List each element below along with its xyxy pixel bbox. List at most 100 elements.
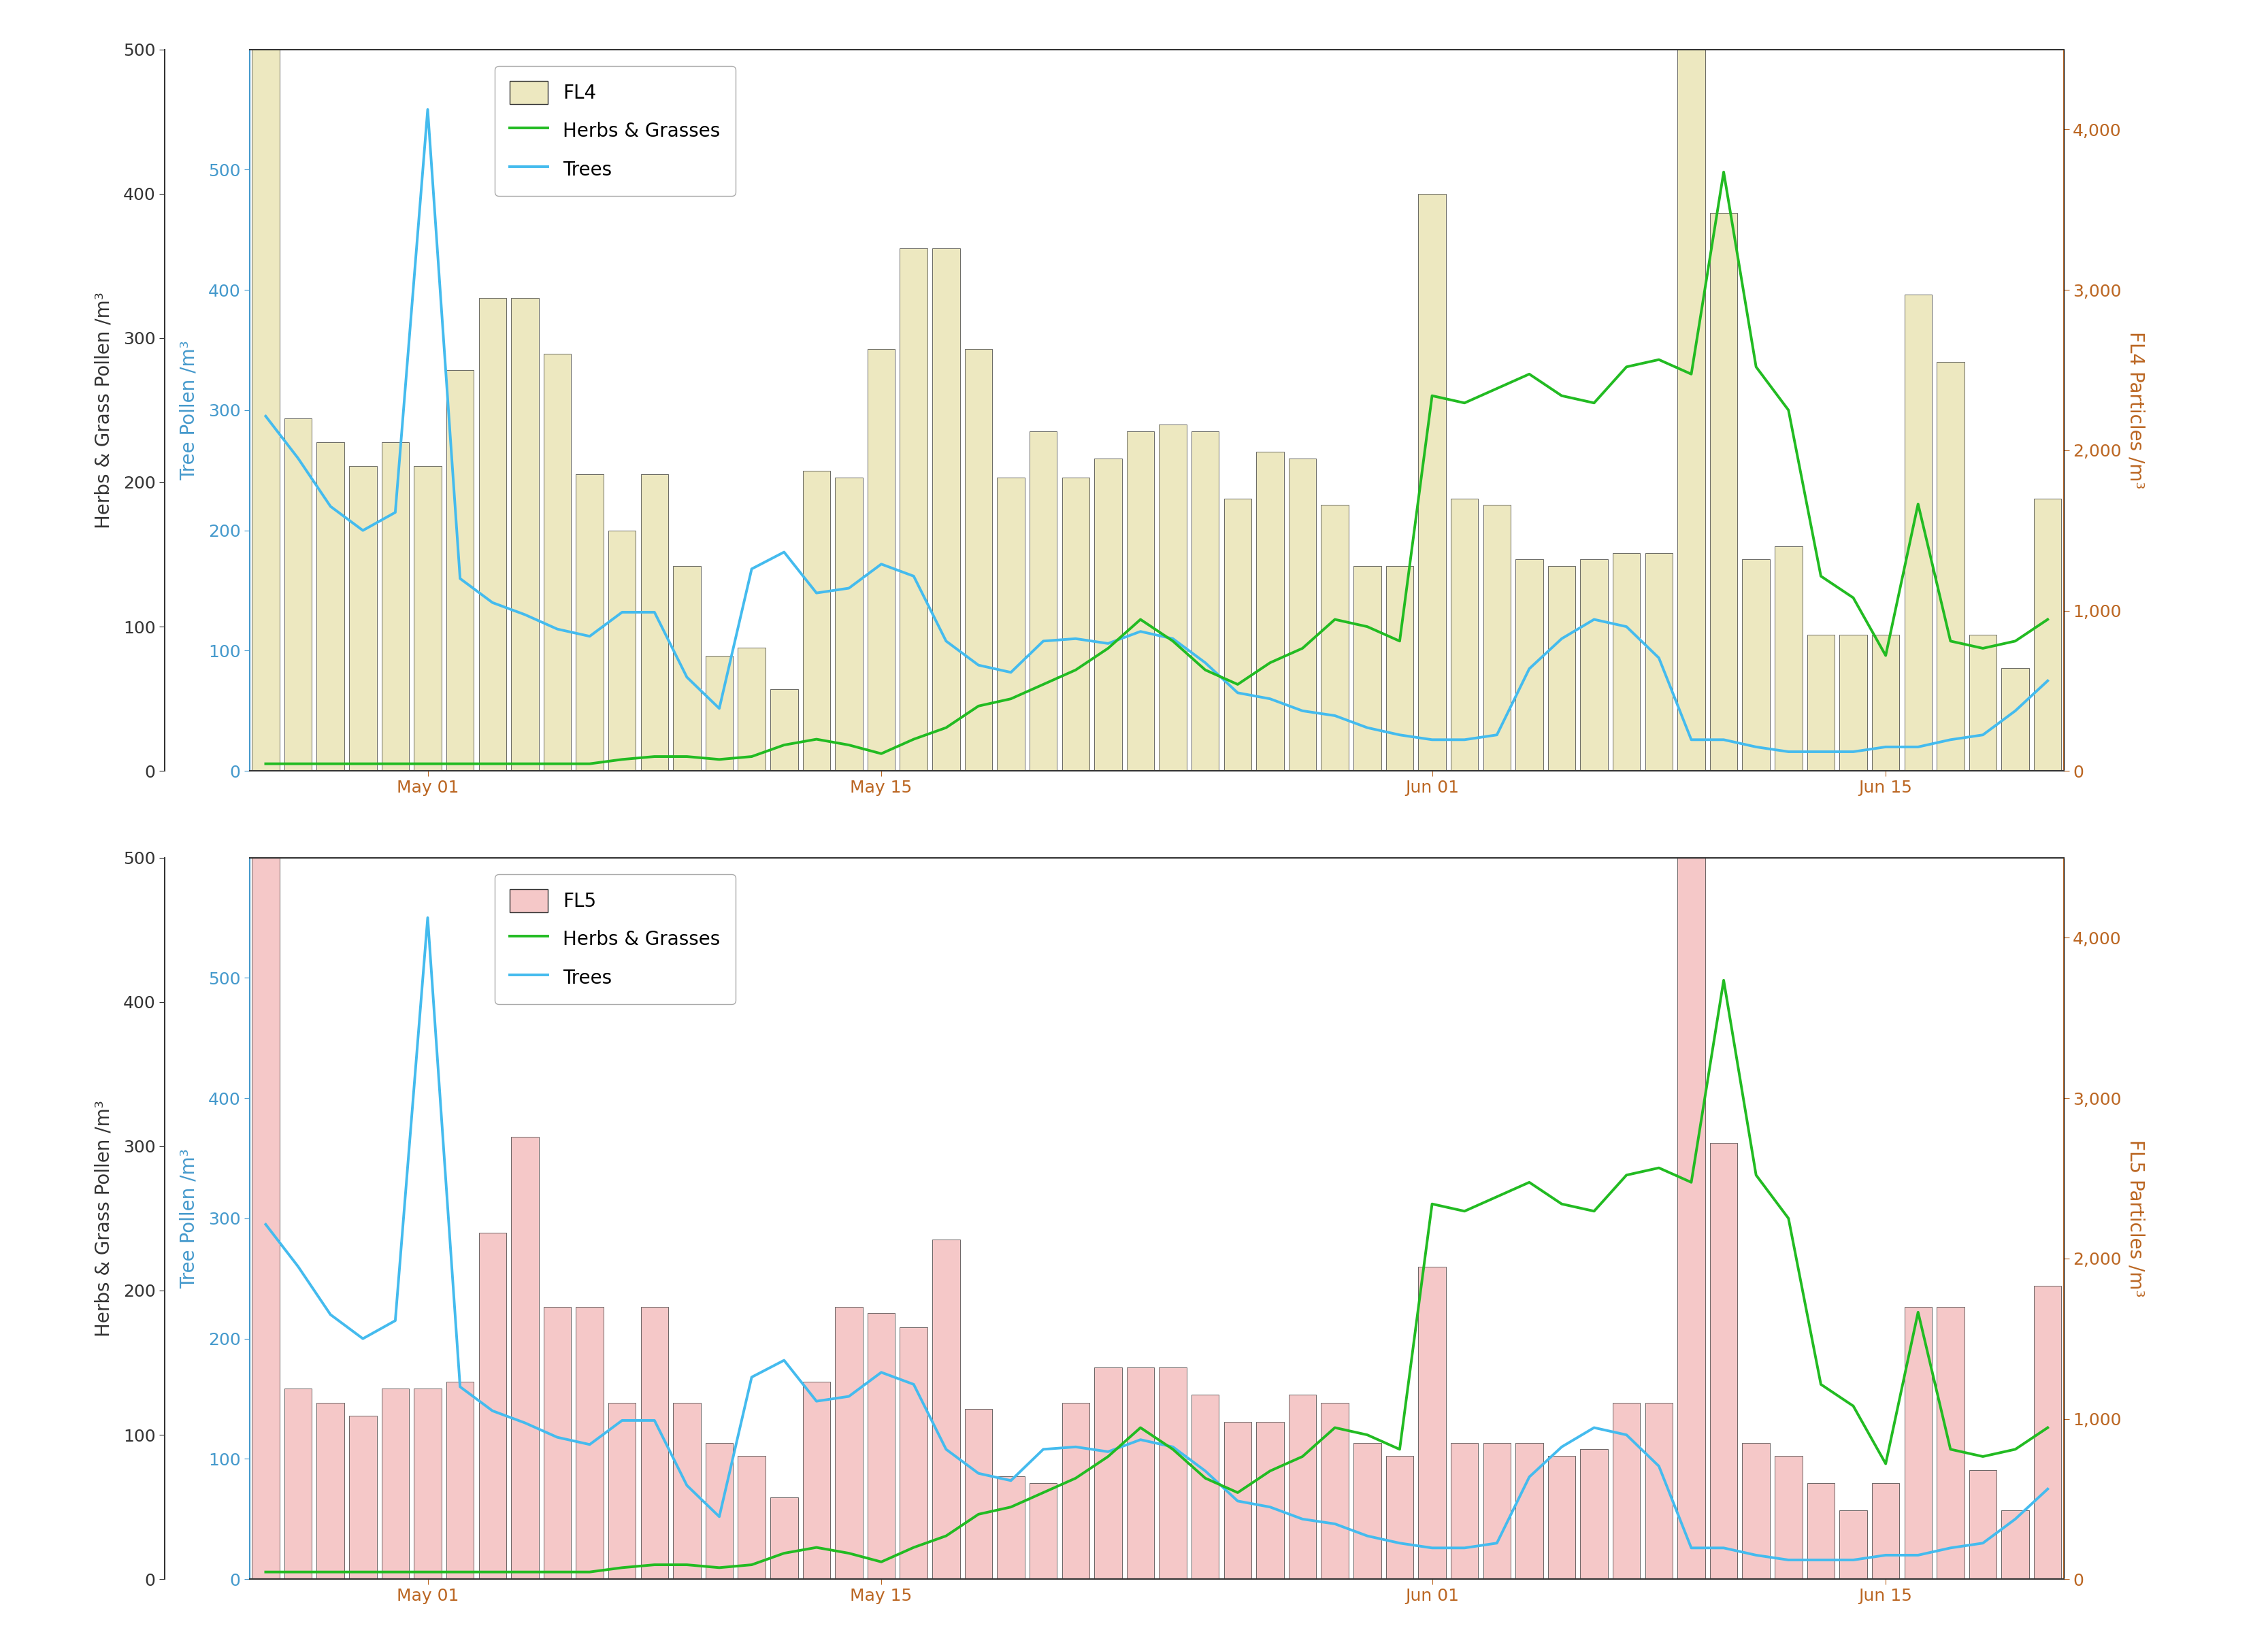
Bar	[1969, 635, 1996, 772]
Bar	[1613, 553, 1640, 772]
Bar	[1191, 1395, 1220, 1579]
Bar	[771, 1497, 798, 1579]
Bar	[1871, 1484, 1901, 1579]
Bar	[1159, 424, 1186, 772]
Bar	[252, 10, 279, 772]
Bar	[1418, 194, 1447, 772]
Bar	[900, 248, 928, 772]
Bar	[964, 349, 993, 772]
Bar	[1093, 1367, 1123, 1579]
Bar	[835, 1306, 862, 1579]
Bar	[1225, 1421, 1252, 1579]
Bar	[544, 354, 572, 772]
Bar	[1808, 1484, 1835, 1579]
Bar	[1808, 635, 1835, 772]
Bar	[1030, 1484, 1057, 1579]
Bar	[1030, 431, 1057, 772]
Bar	[415, 466, 442, 772]
Bar	[1452, 498, 1479, 772]
Bar	[1644, 1403, 1674, 1579]
Bar	[1969, 1471, 1996, 1579]
Bar	[642, 1306, 669, 1579]
Bar	[1320, 505, 1349, 772]
Bar	[608, 530, 635, 772]
Bar	[1515, 1443, 1542, 1579]
Bar	[1839, 1510, 1867, 1579]
Bar	[1386, 566, 1413, 772]
Bar	[900, 1328, 928, 1579]
Bar	[1742, 1443, 1769, 1579]
Bar	[1678, 834, 1706, 1579]
Bar	[998, 1477, 1025, 1579]
Bar	[1710, 1143, 1737, 1579]
Bar	[1127, 431, 1154, 772]
Bar	[1776, 546, 1803, 772]
Bar	[1093, 459, 1123, 772]
Bar	[932, 1239, 959, 1579]
Bar	[1354, 1443, 1381, 1579]
Bar	[318, 1403, 345, 1579]
Bar	[1061, 1403, 1089, 1579]
Bar	[1288, 459, 1315, 772]
Bar	[1871, 635, 1901, 772]
Y-axis label: Herbs & Grass Pollen /m³: Herbs & Grass Pollen /m³	[95, 1101, 113, 1337]
Bar	[1483, 505, 1510, 772]
Bar	[1839, 635, 1867, 772]
Bar	[866, 349, 896, 772]
Bar	[544, 1306, 572, 1579]
Bar	[1320, 1403, 1349, 1579]
Bar	[608, 1403, 635, 1579]
Bar	[866, 1313, 896, 1579]
Bar	[1159, 1367, 1186, 1579]
Bar	[318, 443, 345, 772]
Bar	[1905, 294, 1932, 772]
Bar	[2034, 498, 2062, 772]
Bar	[1581, 559, 1608, 772]
Bar	[1225, 498, 1252, 772]
Bar	[1549, 566, 1576, 772]
Bar	[705, 1443, 733, 1579]
Bar	[479, 1232, 506, 1579]
Bar	[1581, 1449, 1608, 1579]
Bar	[1742, 559, 1769, 772]
Bar	[447, 370, 474, 772]
Bar	[1710, 212, 1737, 772]
Bar	[576, 1306, 603, 1579]
Bar	[479, 298, 506, 772]
Bar	[803, 470, 830, 772]
Y-axis label: Herbs & Grass Pollen /m³: Herbs & Grass Pollen /m³	[95, 291, 113, 528]
Bar	[705, 655, 733, 772]
Bar	[2034, 1286, 2062, 1579]
Bar	[381, 443, 408, 772]
Bar	[1937, 362, 1964, 772]
Bar	[737, 648, 767, 772]
Bar	[1288, 1395, 1315, 1579]
Bar	[1678, 25, 1706, 772]
Bar	[1256, 452, 1284, 772]
Bar	[349, 466, 376, 772]
Bar	[737, 1456, 767, 1579]
Y-axis label: Tree Pollen /m³: Tree Pollen /m³	[179, 1148, 200, 1288]
Bar	[1937, 1306, 1964, 1579]
Bar	[1613, 1403, 1640, 1579]
Bar	[447, 1382, 474, 1579]
Bar	[1905, 1306, 1932, 1579]
Bar	[381, 1388, 408, 1579]
Y-axis label: FL4 Particles /m³: FL4 Particles /m³	[2125, 331, 2146, 489]
Bar	[284, 418, 313, 772]
Bar	[1256, 1421, 1284, 1579]
Y-axis label: FL5 Particles /m³: FL5 Particles /m³	[2125, 1140, 2146, 1298]
Bar	[2003, 668, 2030, 772]
Bar	[510, 1137, 540, 1579]
Bar	[510, 298, 540, 772]
Bar	[964, 1410, 993, 1579]
Bar	[642, 474, 669, 772]
Bar	[1418, 1267, 1447, 1579]
Bar	[576, 474, 603, 772]
Bar	[252, 818, 279, 1579]
Y-axis label: Tree Pollen /m³: Tree Pollen /m³	[179, 341, 200, 480]
Bar	[1127, 1367, 1154, 1579]
Legend: FL5, Herbs & Grasses, Trees: FL5, Herbs & Grasses, Trees	[494, 873, 735, 1003]
Bar	[1061, 477, 1089, 772]
Bar	[674, 1403, 701, 1579]
